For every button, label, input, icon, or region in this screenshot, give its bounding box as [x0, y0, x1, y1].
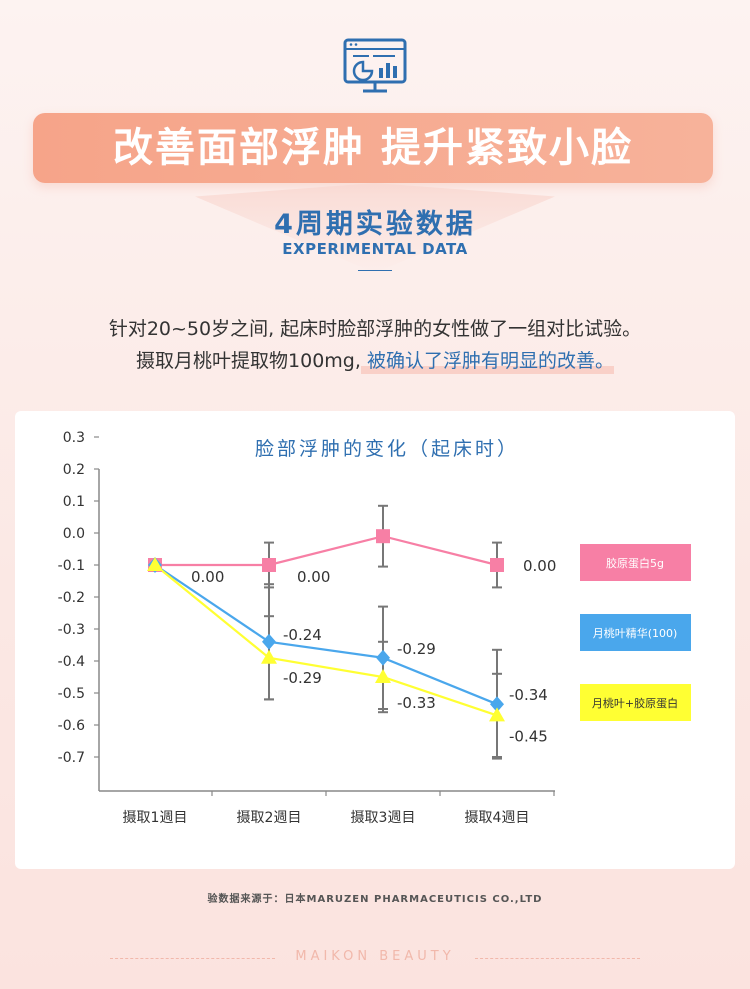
series-line — [154, 564, 498, 717]
data-label: -0.29 — [283, 669, 322, 687]
legend-label: 月桃叶精华(100) — [593, 626, 678, 640]
footer-brand: MAIKON BEAUTY — [295, 949, 455, 964]
y-tick-label: -0.4 — [58, 654, 85, 670]
data-point — [375, 669, 391, 683]
x-tick-label: 摄取4週目 — [465, 810, 530, 826]
line-chart: 脸部浮肿的变化（起床时） 0.3 0.2 0.1 0.0 -0.1 -0.2 -0.3 -0.4… — [58, 430, 691, 826]
y-tick-label: -0.3 — [58, 622, 85, 638]
intro-line-2-highlight: 被确认了浮肿有明显的改善。 — [360, 350, 614, 372]
footer: MAIKON BEAUTY — [110, 948, 640, 968]
x-tick-label: 摄取1週目 — [123, 810, 188, 826]
y-tick-label: -0.1 — [58, 558, 85, 574]
data-point — [489, 707, 505, 722]
legend-swatch — [580, 614, 691, 651]
chart-title: 脸部浮肿的变化（起床时） — [255, 438, 519, 460]
legend-label: 胶原蛋白5g — [606, 556, 664, 570]
subtitle-english: EXPERIMENTAL DATA — [282, 240, 468, 258]
y-tick-label: -0.6 — [58, 718, 85, 734]
data-label: -0.34 — [509, 686, 548, 704]
data-point — [147, 557, 163, 571]
y-tick-label: 0.0 — [63, 526, 85, 542]
y-tick-label: 0.3 — [63, 430, 85, 446]
intro-line-2: 摄取月桃叶提取物100mg, 被确认了浮肿有明显的改善。 — [0, 346, 750, 373]
y-tick-label: -0.2 — [58, 590, 85, 606]
x-tick-label: 摄取3週目 — [351, 810, 416, 826]
data-label: 0.00 — [523, 557, 556, 575]
x-tick-label: 摄取2週目 — [237, 810, 302, 826]
y-tick-label: -0.5 — [58, 686, 85, 702]
data-point — [261, 649, 277, 664]
data-label: 0.00 — [191, 568, 224, 586]
data-point — [376, 649, 390, 666]
subtitle-underline — [358, 270, 392, 271]
footer-divider-left — [110, 958, 275, 959]
y-tick-label: -0.7 — [58, 750, 85, 766]
data-label: -0.29 — [397, 640, 436, 658]
data-point — [262, 558, 276, 572]
legend-swatch — [580, 684, 691, 721]
intro-line-2-prefix: 摄取月桃叶提取物100mg, — [136, 350, 361, 372]
headline-banner: 改善面部浮肿 提升紧致小脸 — [33, 113, 713, 183]
legend-label: 月桃叶+胶原蛋白 — [592, 696, 678, 710]
data-label: -0.45 — [509, 727, 548, 745]
footer-divider-right — [475, 958, 640, 959]
legend-swatch — [580, 544, 691, 581]
y-tick-label: 0.1 — [63, 494, 85, 510]
y-tick-label: 0.2 — [63, 462, 85, 478]
data-point — [490, 696, 504, 713]
data-point — [490, 558, 504, 572]
intro-line-1: 针对20~50岁之间, 起床时脸部浮肿的女性做了一组对比试验。 — [108, 318, 642, 340]
data-source: 验数据来源于：日本MARUZEN PHARMACEUTICIS CO.,LTD — [207, 894, 543, 905]
data-label: -0.24 — [283, 626, 322, 644]
data-point — [376, 529, 390, 544]
subtitle-chinese: 4周期实验数据 — [274, 209, 476, 240]
data-label: 0.00 — [297, 568, 330, 586]
series-line — [155, 535, 498, 567]
data-point — [262, 633, 276, 650]
chart-screen-icon — [343, 38, 407, 93]
series-line — [154, 564, 498, 706]
data-label: -0.33 — [397, 694, 436, 712]
chart-card: 脸部浮肿的变化（起床时） 0.3 0.2 0.1 0.0 -0.1 -0.2 -0.3 -0.4… — [15, 411, 735, 869]
